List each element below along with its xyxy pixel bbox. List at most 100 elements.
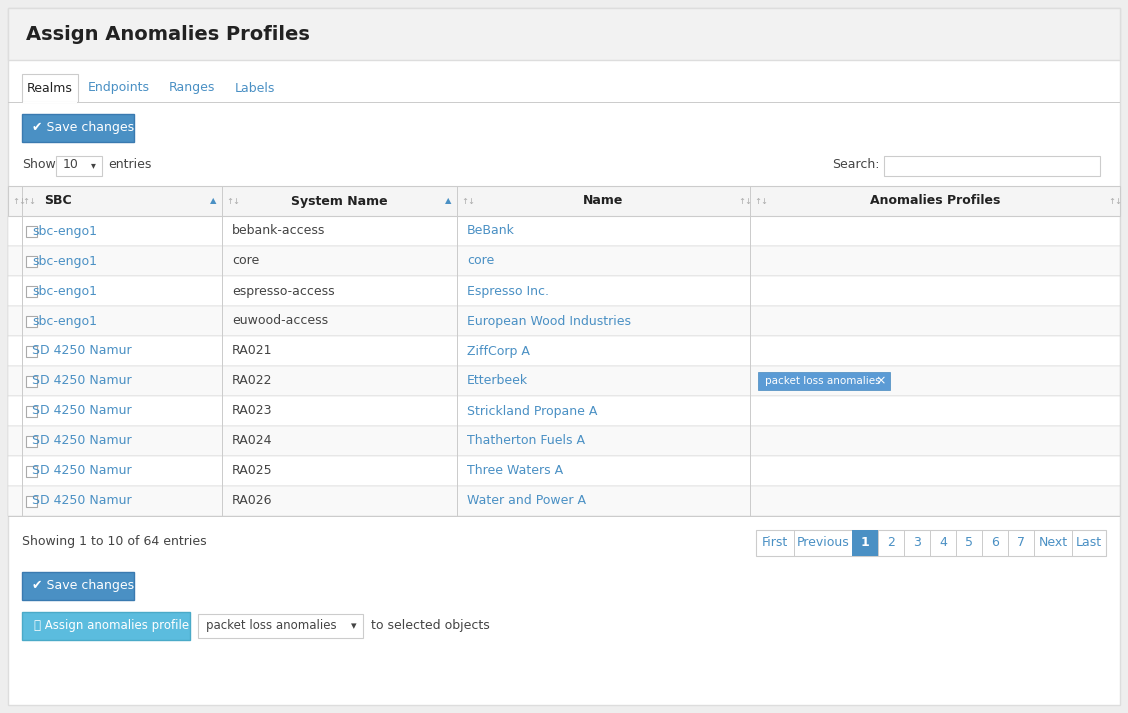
Text: packet loss anomalies: packet loss anomalies [765,376,881,386]
Bar [56,156,102,176]
Bar [8,456,1120,486]
Bar [8,276,1120,306]
Text: packet loss anomalies: packet loss anomalies [206,620,336,632]
Text: Name: Name [583,195,624,207]
Bar [26,225,37,237]
Text: BeBank: BeBank [467,225,514,237]
Text: core: core [232,255,259,267]
Bar [26,376,37,386]
Text: ↑↓: ↑↓ [226,197,240,205]
Text: 3: 3 [913,536,920,550]
Text: sbc-engo1: sbc-engo1 [32,284,97,297]
Bar [8,216,1120,246]
Text: RA023: RA023 [232,404,273,418]
Bar [23,101,77,103]
Text: Thatherton Fuels A: Thatherton Fuels A [467,434,585,448]
Text: SD 4250 Namur: SD 4250 Namur [32,374,132,387]
Text: ×: × [875,374,887,387]
Text: European Wood Industries: European Wood Industries [467,314,631,327]
Bar [8,186,1120,216]
Bar [852,530,878,556]
Text: 10: 10 [63,158,79,172]
Bar [8,366,1120,396]
Text: 1: 1 [861,536,870,550]
Text: Ranges: Ranges [169,81,215,95]
Text: RA022: RA022 [232,374,273,387]
Bar [8,516,1120,517]
Bar [26,436,37,446]
Bar [8,426,1120,456]
Text: SD 4250 Namur: SD 4250 Namur [32,495,132,508]
Text: Last: Last [1076,536,1102,550]
Text: SD 4250 Namur: SD 4250 Namur [32,344,132,357]
Text: sbc-engo1: sbc-engo1 [32,255,97,267]
Text: sbc-engo1: sbc-engo1 [32,225,97,237]
Text: core: core [467,255,494,267]
Text: Show: Show [23,158,55,172]
Text: RA021: RA021 [232,344,273,357]
Text: Showing 1 to 10 of 64 entries: Showing 1 to 10 of 64 entries [23,535,206,548]
Text: ↑↓: ↑↓ [23,197,36,205]
Text: bebank-access: bebank-access [232,225,325,237]
Text: ▾: ▾ [91,160,96,170]
Text: ▾: ▾ [351,621,356,631]
Text: ▲: ▲ [446,197,451,205]
Bar [23,74,78,102]
Bar [8,336,1120,366]
Text: ↑↓: ↑↓ [754,197,768,205]
Text: 7: 7 [1017,536,1025,550]
Text: ↑↓: ↑↓ [461,197,475,205]
Text: Water and Power A: Water and Power A [467,495,587,508]
Text: Etterbeek: Etterbeek [467,374,528,387]
Bar [26,406,37,416]
Bar [23,612,190,640]
Text: 6: 6 [992,536,999,550]
Text: sbc-engo1: sbc-engo1 [32,314,97,327]
Bar [8,306,1120,336]
Text: Search:: Search: [832,158,880,172]
Bar [199,614,363,638]
Text: Anomalies Profiles: Anomalies Profiles [870,195,1001,207]
Bar [23,114,134,142]
Bar [26,285,37,297]
Text: to selected objects: to selected objects [371,620,490,632]
Text: ZiffCorp A: ZiffCorp A [467,344,530,357]
Text: RA025: RA025 [232,464,273,478]
Text: ↑↓: ↑↓ [1108,197,1122,205]
Bar [26,255,37,267]
Text: Espresso Inc.: Espresso Inc. [467,284,549,297]
Text: Assign Anomalies Profiles: Assign Anomalies Profiles [26,24,310,43]
Text: RA026: RA026 [232,495,273,508]
Text: SD 4250 Namur: SD 4250 Namur [32,464,132,478]
Text: ✔ Save changes: ✔ Save changes [32,580,134,593]
Text: SD 4250 Namur: SD 4250 Namur [32,404,132,418]
Text: 4: 4 [940,536,946,550]
Text: ✔ Save changes: ✔ Save changes [32,121,134,135]
Text: First: First [761,536,788,550]
Text: 2: 2 [887,536,895,550]
Bar [884,156,1100,176]
Text: RA024: RA024 [232,434,273,448]
Text: ▲: ▲ [210,197,217,205]
Bar [26,466,37,476]
Bar [26,315,37,327]
Text: ↑↓: ↑↓ [738,197,752,205]
Text: Three Waters A: Three Waters A [467,464,563,478]
Text: entries: entries [108,158,151,172]
Bar [26,346,37,356]
Text: espresso-access: espresso-access [232,284,335,297]
Bar [756,530,1105,556]
Bar [8,8,1120,60]
Text: SD 4250 Namur: SD 4250 Namur [32,434,132,448]
Bar [8,396,1120,426]
Bar [8,486,1120,516]
Text: System Name: System Name [291,195,388,207]
Text: Previous: Previous [796,536,849,550]
Text: Strickland Propane A: Strickland Propane A [467,404,598,418]
Text: ⬥ Assign anomalies profile: ⬥ Assign anomalies profile [34,620,190,632]
Bar [8,102,1120,103]
Bar [26,496,37,506]
Bar [8,60,1120,61]
Text: 5: 5 [964,536,973,550]
Bar [758,372,890,390]
